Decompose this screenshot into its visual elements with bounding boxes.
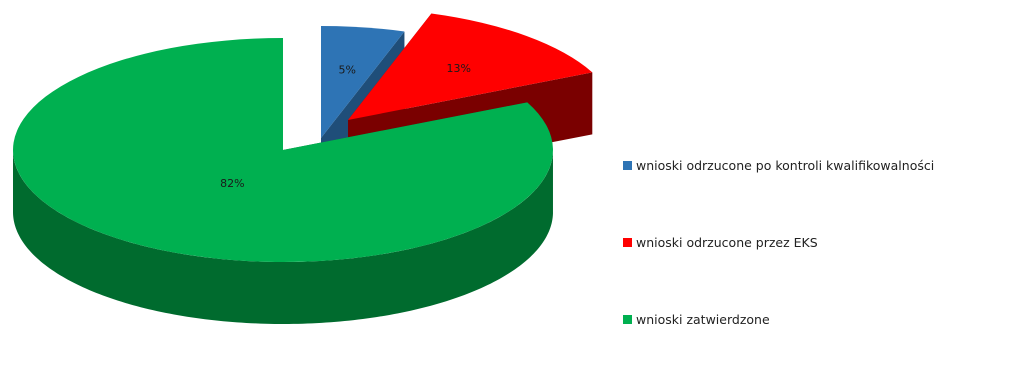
legend-swatch-red	[623, 238, 632, 247]
legend-swatch-blue	[623, 161, 632, 170]
pie-slice-2	[12, 38, 553, 262]
legend-label: wnioski zatwierdzone	[636, 312, 770, 327]
data-label-0: 5%	[338, 63, 355, 76]
pie-data-labels: 5% 13% 82%	[220, 62, 471, 190]
pie-slice-1	[348, 13, 593, 120]
legend-item-approved: wnioski zatwierdzone	[623, 312, 770, 327]
legend-item-rejected-eligibility: wnioski odrzucone po kontroli kwalifikow…	[623, 158, 934, 173]
legend-label: wnioski odrzucone przez EKS	[636, 235, 818, 250]
pie-chart: 5% 13% 82%	[12, 13, 593, 324]
legend-item-rejected-eks: wnioski odrzucone przez EKS	[623, 235, 818, 250]
legend-label: wnioski odrzucone po kontroli kwalifikow…	[636, 158, 935, 173]
pie-tops	[12, 13, 593, 262]
data-label-2: 82%	[220, 177, 244, 190]
data-label-1: 13%	[446, 62, 470, 75]
pie-slice-side-2	[13, 150, 553, 324]
legend-swatch-green	[623, 315, 632, 324]
pie-slice-0	[321, 26, 405, 138]
legend: wnioski odrzucone po kontroli kwalifikow…	[623, 0, 1018, 372]
